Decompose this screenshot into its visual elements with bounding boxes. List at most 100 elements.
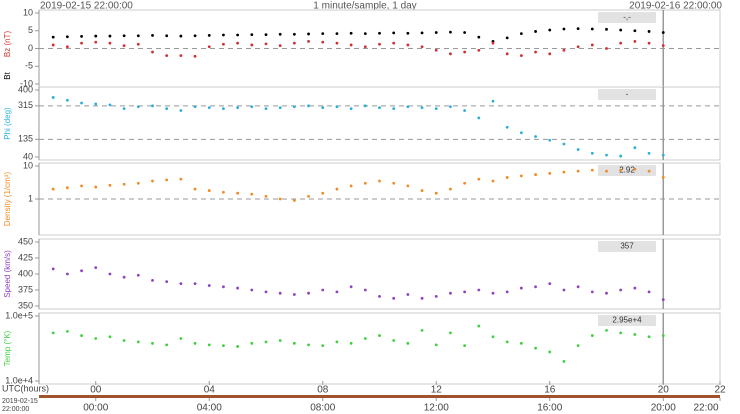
data-point bbox=[179, 34, 183, 38]
data-point bbox=[590, 151, 594, 155]
data-point bbox=[519, 32, 523, 35]
data-point bbox=[51, 187, 55, 191]
data-point bbox=[165, 54, 169, 57]
data-point bbox=[505, 340, 509, 344]
data-point bbox=[633, 146, 637, 150]
data-point bbox=[406, 43, 410, 47]
data-point bbox=[264, 290, 268, 294]
data-point bbox=[264, 340, 268, 344]
data-point bbox=[519, 54, 523, 57]
data-point bbox=[548, 138, 552, 142]
data-point bbox=[505, 290, 509, 294]
data-point bbox=[136, 340, 140, 344]
data-point bbox=[576, 344, 580, 348]
data-point bbox=[136, 273, 140, 277]
readout: 2.95e+4 bbox=[612, 316, 642, 325]
data-point bbox=[392, 296, 396, 300]
series-label: Density (1/cm³) bbox=[3, 172, 12, 227]
data-point bbox=[548, 282, 552, 285]
data-point bbox=[562, 27, 566, 31]
data-point bbox=[392, 107, 396, 111]
data-point bbox=[250, 341, 254, 345]
data-point bbox=[292, 293, 296, 296]
readout-box bbox=[598, 89, 656, 100]
data-point bbox=[307, 343, 310, 347]
y-tick-label: 0 bbox=[28, 43, 33, 53]
data-point bbox=[222, 42, 225, 46]
data-point bbox=[292, 341, 296, 345]
x2-tick-label: 00:00 bbox=[83, 403, 108, 414]
data-point bbox=[278, 32, 282, 36]
data-point bbox=[633, 286, 637, 290]
data-point bbox=[477, 177, 481, 181]
data-point bbox=[661, 298, 665, 301]
data-point bbox=[378, 295, 381, 298]
data-point bbox=[122, 275, 126, 279]
data-point bbox=[108, 34, 112, 38]
data-point bbox=[477, 116, 481, 120]
data-point bbox=[633, 29, 637, 33]
data-point bbox=[363, 45, 367, 49]
data-point bbox=[321, 32, 325, 35]
data-point bbox=[463, 109, 467, 112]
data-point bbox=[179, 177, 183, 181]
data-point bbox=[292, 105, 296, 109]
data-point bbox=[51, 35, 55, 39]
data-point bbox=[151, 341, 154, 345]
data-point bbox=[363, 181, 367, 185]
readout-box bbox=[598, 241, 656, 252]
data-point bbox=[65, 98, 69, 102]
data-point bbox=[151, 104, 154, 108]
data-point bbox=[292, 199, 296, 202]
data-point bbox=[605, 153, 608, 157]
data-point bbox=[278, 339, 282, 342]
readout: 357 bbox=[620, 242, 634, 251]
data-point bbox=[136, 181, 140, 185]
data-point bbox=[165, 178, 169, 182]
data-point bbox=[449, 52, 452, 56]
data-point bbox=[420, 296, 424, 300]
data-point bbox=[562, 288, 566, 292]
readout: - bbox=[626, 90, 629, 99]
data-point bbox=[534, 30, 537, 33]
data-point bbox=[151, 50, 154, 54]
y-tick-label: 10 bbox=[23, 160, 33, 170]
data-point bbox=[392, 31, 396, 35]
x2-tick-label: 08:00 bbox=[310, 403, 335, 414]
data-point bbox=[165, 107, 169, 111]
data-point bbox=[335, 41, 339, 45]
data-point bbox=[94, 40, 98, 44]
series-label: Bz (nT) bbox=[3, 31, 12, 58]
data-point bbox=[222, 33, 225, 37]
data-point bbox=[65, 272, 69, 276]
data-point bbox=[406, 31, 410, 35]
data-point bbox=[548, 350, 552, 354]
data-point bbox=[420, 31, 424, 35]
data-point bbox=[307, 194, 310, 198]
data-point bbox=[449, 331, 452, 335]
data-point bbox=[122, 182, 126, 186]
data-point bbox=[236, 41, 240, 45]
data-point bbox=[548, 28, 552, 32]
data-point bbox=[619, 168, 623, 172]
data-point bbox=[349, 107, 353, 111]
data-point bbox=[576, 169, 580, 173]
y-tick-label: 350 bbox=[18, 300, 33, 310]
x-axis-title: UTC(hours) bbox=[2, 383, 49, 393]
data-point bbox=[449, 291, 452, 295]
data-point bbox=[491, 291, 495, 295]
time-bar bbox=[39, 395, 720, 398]
data-point bbox=[505, 176, 509, 179]
data-point bbox=[264, 194, 268, 198]
data-point bbox=[108, 272, 112, 276]
x-tick-label: 20 bbox=[658, 385, 670, 396]
data-point bbox=[136, 34, 140, 38]
data-point bbox=[463, 181, 467, 185]
header-center: 1 minute/sample, 1 day bbox=[313, 1, 416, 12]
data-point bbox=[363, 337, 367, 340]
data-point bbox=[491, 41, 495, 45]
data-point bbox=[292, 32, 296, 36]
data-point bbox=[94, 266, 98, 269]
data-point bbox=[477, 288, 481, 292]
